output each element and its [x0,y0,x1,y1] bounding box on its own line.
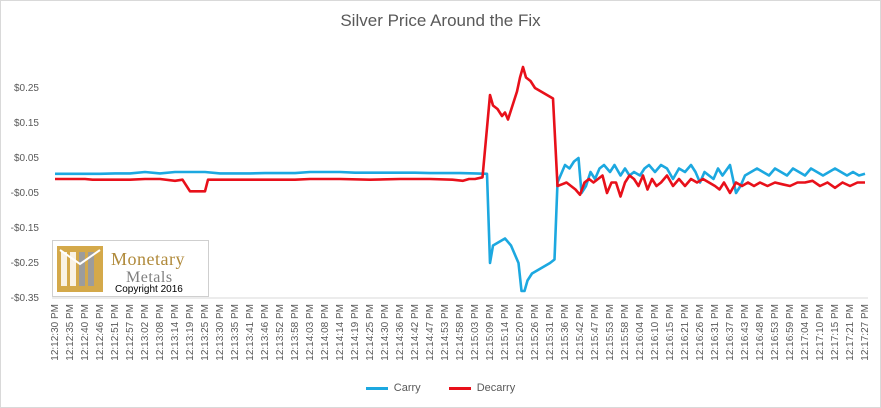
x-tick-label: 12:17:21 PM [845,304,856,361]
x-tick-label: 12:16:59 PM [785,304,796,361]
x-tick-label: 12:15:36 PM [560,304,571,361]
logo-mark-icon [57,246,103,292]
x-tick-label: 12:15:26 PM [530,304,541,361]
x-tick-label: 12:12:46 PM [95,304,106,361]
x-tick-label: 12:15:03 PM [470,304,481,361]
x-tick-label: 12:14:25 PM [365,304,376,361]
x-tick-label: 12:16:31 PM [710,304,721,361]
x-tick-label: 12:13:41 PM [245,304,256,361]
x-tick-label: 12:16:53 PM [770,304,781,361]
legend-swatch-decarry [448,386,471,390]
x-tick-label: 12:16:15 PM [665,304,676,361]
x-tick-label: 12:14:58 PM [455,304,466,361]
x-tick-label: 12:12:57 PM [125,304,136,361]
x-tick-label: 12:16:26 PM [695,304,706,361]
x-tick-label: 12:13:35 PM [230,304,241,361]
y-tick-label: -$0.05 [11,188,40,199]
y-tick-label: -$0.35 [11,293,40,304]
x-tick-label: 12:13:19 PM [185,304,196,361]
x-tick-label: 12:13:58 PM [290,304,301,361]
x-tick-label: 12:14:30 PM [380,304,391,361]
logo-text-monetary: Monetary [111,249,185,269]
series-line-carry [55,156,866,293]
x-tick-label: 12:12:40 PM [80,304,91,361]
x-tick-label: 12:15:31 PM [545,304,556,361]
monetary-metals-logo: Monetary Metals Copyright 2016 [52,240,209,297]
x-tick-label: 12:16:04 PM [635,304,646,361]
x-tick-label: 12:14:42 PM [410,304,421,361]
x-tick-label: 12:12:35 PM [65,304,76,361]
x-tick-label: 12:17:15 PM [830,304,841,361]
x-tick-label: 12:17:10 PM [815,304,826,361]
x-tick-label: 12:16:21 PM [680,304,691,361]
x-tick-label: 12:14:03 PM [305,304,316,361]
legend-swatch-carry [365,386,388,390]
legend-label-carry: Carry [393,382,421,394]
x-tick-label: 12:14:19 PM [350,304,361,361]
x-tick-label: 12:14:14 PM [335,304,346,361]
x-tick-label: 12:14:36 PM [395,304,406,361]
chart-title: Silver Price Around the Fix [340,11,541,30]
x-tick-label: 12:13:25 PM [200,304,211,361]
x-tick-label: 12:12:51 PM [110,304,121,361]
x-tick-label: 12:16:48 PM [755,304,766,361]
x-tick-label: 12:12:30 PM [50,304,61,361]
x-tick-label: 12:15:14 PM [500,304,511,361]
x-tick-label: 12:17:27 PM [860,304,871,361]
x-tick-label: 12:14:08 PM [320,304,331,361]
y-tick-label: $0.05 [14,153,39,164]
y-tick-label: $0.25 [14,83,39,94]
x-tick-label: 12:13:52 PM [275,304,286,361]
x-tick-label: 12:15:47 PM [590,304,601,361]
series-line-decarry [55,65,865,198]
x-tick-label: 12:15:58 PM [620,304,631,361]
legend-label-decarry: Decarry [476,382,516,394]
logo-copyright: Copyright 2016 [115,284,183,295]
x-tick-label: 12:14:53 PM [440,304,451,361]
legend-item-decarry: Decarry [448,382,516,394]
x-tick-label: 12:14:47 PM [425,304,436,361]
x-tick-label: 12:15:09 PM [485,304,496,361]
x-tick-label: 12:15:20 PM [515,304,526,361]
x-tick-label: 12:17:04 PM [800,304,811,361]
logo-text-metals: Metals [126,269,173,286]
y-tick-label: $0.15 [14,118,39,129]
x-tick-label: 12:13:46 PM [260,304,271,361]
x-tick-label: 12:15:42 PM [575,304,586,361]
legend-item-carry: Carry [365,382,421,394]
y-tick-label: -$0.15 [11,223,40,234]
x-tick-label: 12:13:14 PM [170,304,181,361]
x-tick-label: 12:13:08 PM [155,304,166,361]
x-tick-label: 12:13:30 PM [215,304,226,361]
x-tick-label: 12:13:02 PM [140,304,151,361]
x-tick-label: 12:15:53 PM [605,304,616,361]
x-tick-label: 12:16:43 PM [740,304,751,361]
y-tick-label: -$0.25 [11,258,40,269]
chart-legend: Carry Decarry [1,382,880,394]
x-tick-label: 12:16:10 PM [650,304,661,361]
x-tick-label: 12:16:37 PM [725,304,736,361]
